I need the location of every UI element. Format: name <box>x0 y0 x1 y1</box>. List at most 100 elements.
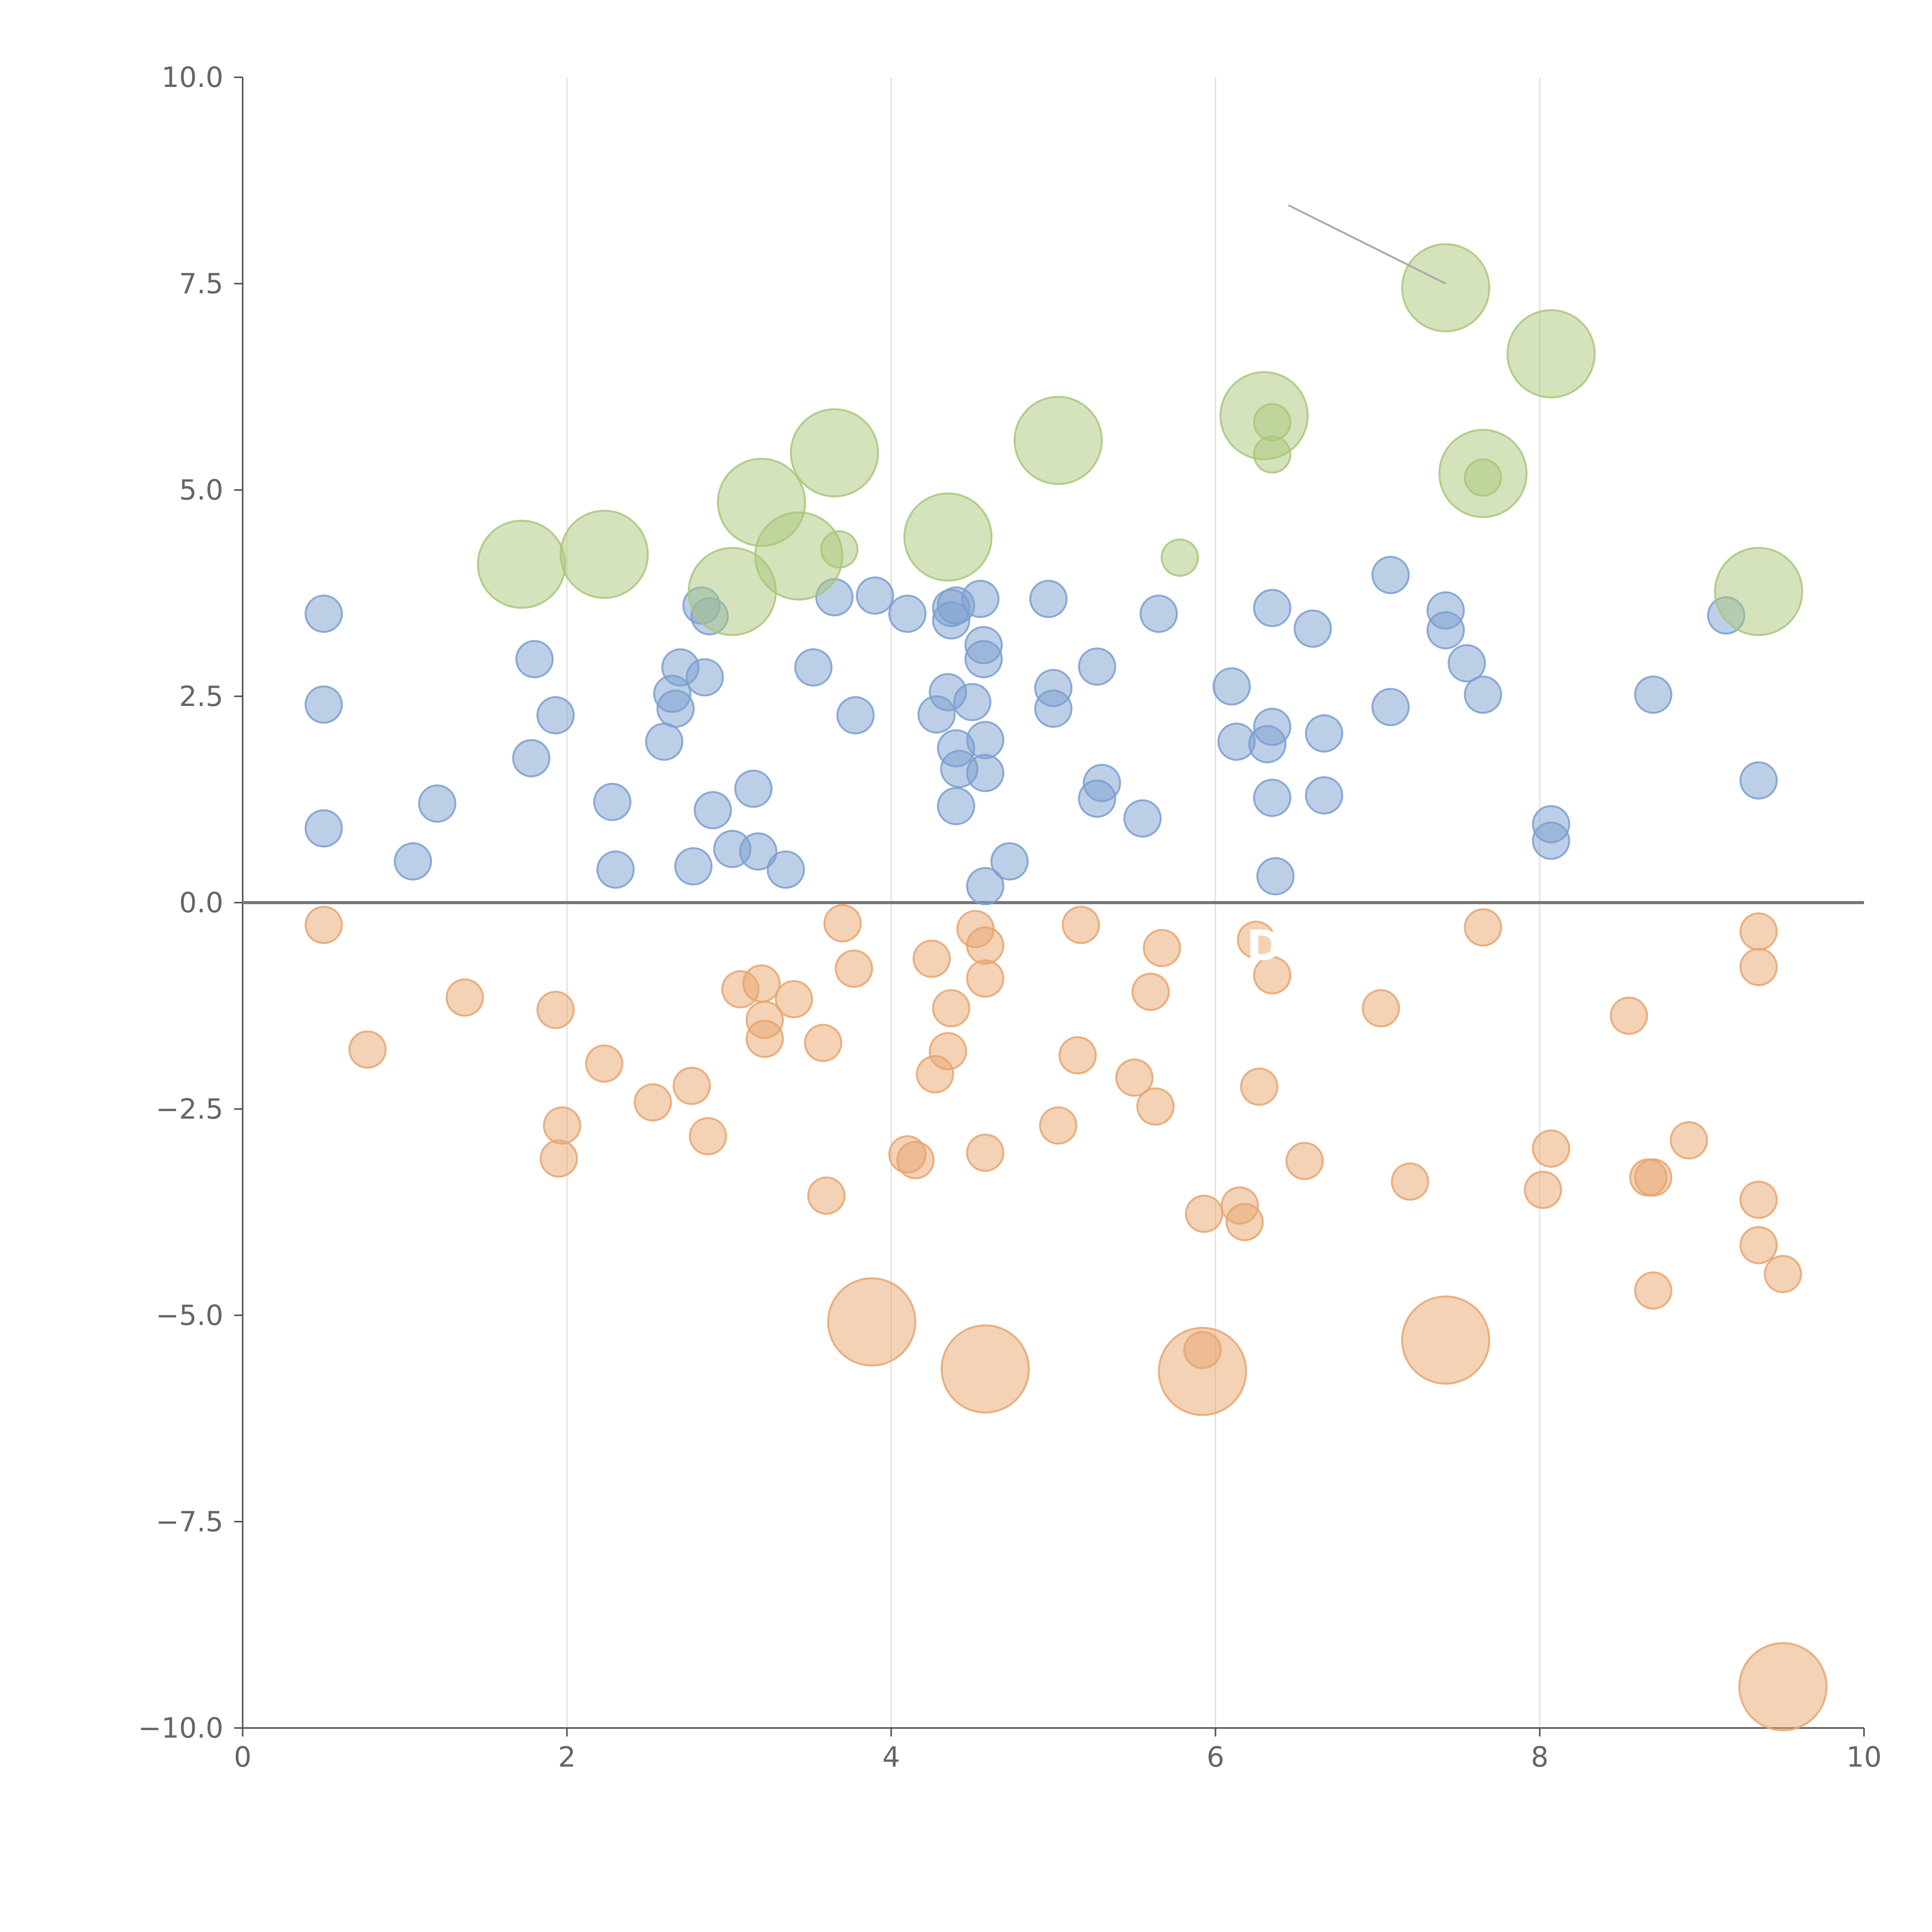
axes <box>234 77 1865 1736</box>
data-point-blue <box>645 722 684 761</box>
data-point-blue <box>961 580 1000 618</box>
x-tick-label: 4 <box>882 1741 900 1773</box>
data-point-orange <box>1131 973 1170 1011</box>
data-point-blue <box>694 791 732 830</box>
data-point-orange <box>348 1030 387 1069</box>
data-point-blue <box>1253 779 1291 817</box>
data-point-green-large <box>1401 243 1490 332</box>
data-point-blue <box>966 754 1005 793</box>
x-tick-label: 6 <box>1207 1741 1225 1773</box>
data-point-blue <box>1139 594 1178 633</box>
data-point-blue <box>1634 675 1673 714</box>
data-point-orange <box>896 1141 935 1179</box>
data-point-orange-large <box>940 1324 1030 1414</box>
data-point-orange <box>1185 1194 1223 1233</box>
data-point-orange <box>966 959 1005 998</box>
data-point-blue <box>304 594 343 633</box>
y-tick-label: 2.5 <box>179 680 223 713</box>
data-point-green-small <box>1253 403 1291 442</box>
data-point-blue <box>953 683 992 721</box>
data-point-blue <box>1123 799 1162 838</box>
data-point-orange <box>929 1032 967 1070</box>
data-point-green-large <box>1506 309 1596 398</box>
data-point-orange <box>1532 1129 1570 1168</box>
data-point-orange <box>1524 1170 1562 1209</box>
data-point-orange <box>585 1044 624 1083</box>
data-point-blue <box>515 640 554 679</box>
data-point-orange-large <box>1401 1295 1490 1385</box>
data-point-blue <box>1464 675 1502 714</box>
data-point-blue <box>1253 707 1291 746</box>
data-point-blue <box>739 832 777 871</box>
x-tick-label: 8 <box>1531 1741 1549 1773</box>
data-point-green-small <box>820 530 859 569</box>
data-point-blue <box>1532 821 1570 860</box>
x-tick-label: 2 <box>558 1741 576 1773</box>
y-tick-label: −5.0 <box>156 1299 223 1332</box>
data-point-orange <box>1610 997 1648 1035</box>
data-point-blue <box>1078 779 1116 818</box>
x-tick-label: 10 <box>1846 1741 1882 1773</box>
data-point-blue <box>593 782 632 821</box>
data-point-orange <box>775 980 813 1019</box>
data-point-blue <box>1256 857 1295 896</box>
data-point-blue <box>1078 647 1116 686</box>
data-point-orange <box>1739 1226 1778 1264</box>
data-point-blue <box>966 721 1005 759</box>
data-point-orange <box>1225 1203 1264 1242</box>
data-point-blue <box>1426 611 1465 650</box>
data-point-orange <box>1240 1067 1279 1106</box>
y-tick-label: −7.5 <box>156 1505 223 1538</box>
data-point-blue <box>536 696 575 735</box>
data-point-orange <box>689 1117 727 1155</box>
data-point-orange-large <box>1738 1642 1828 1731</box>
data-point-orange <box>1143 929 1181 967</box>
data-point-blue <box>596 850 635 889</box>
data-point-orange <box>745 1019 784 1058</box>
tick-labels: 0 2 4 6 8 10 10.0 7.5 5.0 2.5 0.0 −2.5 −5.0 −7.5 −10.0 <box>138 61 1881 1773</box>
leader-line <box>1288 204 1446 285</box>
data-point-orange <box>966 1133 1005 1172</box>
data-point-orange <box>1253 956 1291 995</box>
data-point-orange <box>1237 920 1275 959</box>
data-point-blue <box>794 648 833 687</box>
data-point-orange <box>1115 1058 1154 1097</box>
data-point-blue <box>685 658 724 697</box>
data-point-orange <box>536 991 575 1029</box>
y-tick-label: 0.0 <box>179 886 223 919</box>
data-point-orange-large <box>827 1277 917 1367</box>
data-point-green-small <box>1160 538 1199 577</box>
data-point-green-large <box>477 519 566 609</box>
data-point-blue <box>1447 644 1486 683</box>
y-tick-label: −10.0 <box>138 1712 223 1744</box>
data-point-orange <box>823 904 862 942</box>
y-tick-label: 10.0 <box>162 61 223 94</box>
data-point-blue <box>1305 714 1344 753</box>
data-point-blue <box>937 787 975 825</box>
data-point-orange <box>446 978 484 1017</box>
data-point-orange <box>1634 1158 1673 1197</box>
data-point-blue <box>836 696 875 735</box>
data-point-orange <box>1039 1106 1078 1145</box>
data-point-orange <box>1739 912 1778 951</box>
data-point-blue <box>734 769 773 808</box>
data-point-blue <box>990 842 1029 881</box>
data-point-blue <box>1371 688 1410 726</box>
data-point-orange <box>742 964 781 1003</box>
data-points <box>304 243 1828 1731</box>
data-point-orange <box>835 949 873 988</box>
data-point-orange <box>672 1066 711 1105</box>
data-point-orange <box>1739 948 1778 986</box>
data-point-orange <box>932 989 971 1027</box>
data-point-blue <box>418 784 457 823</box>
data-point-orange <box>804 1024 842 1062</box>
leader-lines <box>1288 204 1446 285</box>
data-point-orange <box>1634 1271 1673 1310</box>
data-point-orange <box>543 1106 582 1145</box>
data-point-blue <box>1305 776 1344 815</box>
data-point-blue <box>888 594 927 633</box>
annotation-label: D <box>1247 921 1282 971</box>
data-point-blue <box>964 640 1003 679</box>
data-point-blue <box>855 576 894 615</box>
